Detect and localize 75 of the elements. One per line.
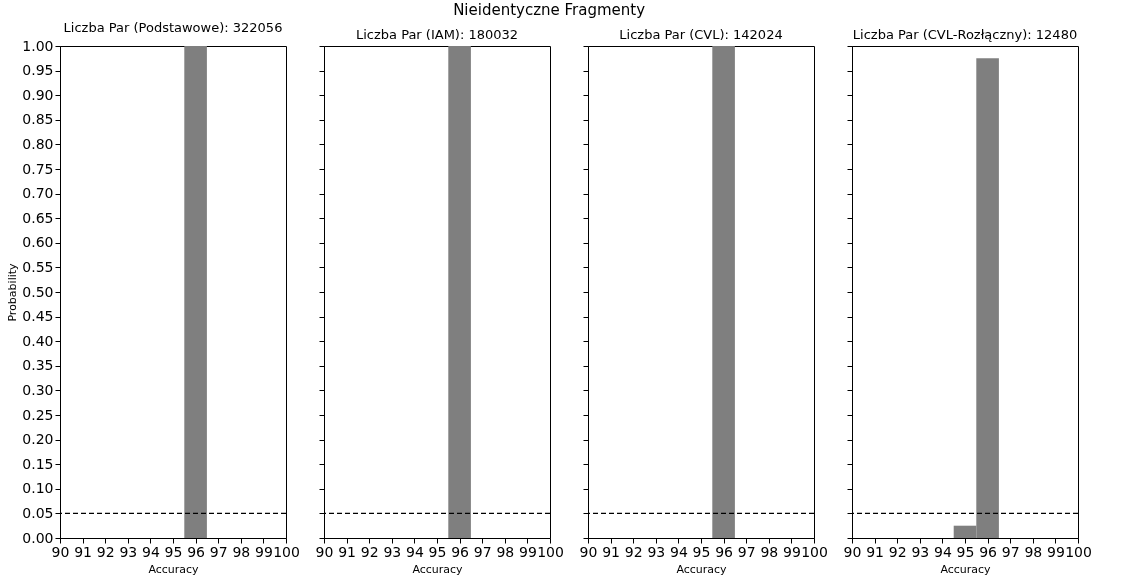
x-tick-label: 98: [1024, 543, 1043, 560]
x-tick-label: 93: [647, 543, 666, 560]
x-tick-label: 96: [187, 543, 206, 560]
chart-title: Liczba Par (CVL): 142024: [619, 26, 783, 42]
x-tick-label: 91: [338, 543, 357, 560]
y-tick-label: 0.10: [22, 480, 54, 497]
x-tick-label: 99: [782, 543, 801, 560]
y-tick-label: 0.20: [22, 431, 54, 448]
y-tick-label: 0.25: [22, 406, 54, 423]
x-tick-label: 97: [209, 543, 228, 560]
x-axis-title: Accuracy: [412, 562, 464, 576]
chart-title: Liczba Par (Podstawowe): 322056: [63, 20, 283, 35]
x-tick-label: 96: [979, 543, 998, 560]
x-tick-label: 90: [579, 543, 598, 560]
text: Nieidentyczne Fragmenty: [453, 0, 646, 19]
x-tick-label: 92: [624, 543, 643, 560]
x-tick-label: 91: [74, 543, 93, 560]
x-tick-label: 94: [669, 543, 688, 560]
x-tick-label: 94: [933, 543, 952, 560]
x-tick-label: 95: [956, 543, 975, 560]
y-tick-label: 0.30: [22, 381, 54, 398]
x-tick-label: 100: [1065, 543, 1092, 560]
x-tick-label: 93: [119, 543, 138, 560]
y-tick-label: 0.05: [22, 504, 54, 521]
y-tick-label: 0.35: [22, 357, 54, 374]
x-tick-label: 98: [496, 543, 515, 560]
y-tick-label: 0.80: [22, 135, 54, 152]
x-tick-label: 100: [273, 543, 300, 560]
x-tick-label: 99: [1046, 543, 1065, 560]
x-axis-title: Accuracy: [940, 562, 992, 576]
x-tick-label: 95: [428, 543, 447, 560]
x-tick-label: 92: [888, 543, 907, 560]
x-tick-label: 90: [843, 543, 862, 560]
x-tick-label: 90: [315, 543, 334, 560]
x-tick-label: 93: [383, 543, 402, 560]
y-tick-label: 0.00: [22, 529, 54, 546]
x-tick-label: 99: [254, 543, 273, 560]
x-tick-label: 92: [96, 543, 115, 560]
x-tick-label: 91: [602, 543, 621, 560]
x-tick-label: 100: [537, 543, 564, 560]
y-tick-label: 0.15: [22, 455, 54, 472]
x-tick-label: 96: [715, 543, 734, 560]
x-tick-label: 93: [911, 543, 930, 560]
y-tick-label: 0.70: [22, 185, 54, 202]
x-tick-label: 97: [737, 543, 756, 560]
y-tick-label: 0.55: [22, 258, 54, 275]
x-tick-label: 90: [51, 543, 70, 560]
x-tick-label: 94: [141, 543, 160, 560]
x-axis-title: Accuracy: [148, 562, 200, 576]
y-tick-label: 0.40: [22, 332, 54, 349]
chart-title: Liczba Par (IAM): 180032: [355, 26, 519, 42]
x-tick-label: 98: [760, 543, 779, 560]
x-tick-label: 91: [866, 543, 885, 560]
x-axis-title: Accuracy: [676, 562, 728, 576]
x-tick-label: 94: [405, 543, 424, 560]
y-axis-title: Probability: [6, 262, 20, 322]
y-tick-label: 0.65: [22, 209, 54, 226]
y-tick-label: 0.45: [22, 308, 54, 325]
y-tick-label: 0.85: [22, 111, 54, 128]
y-tick-label: 0.95: [22, 62, 54, 79]
x-tick-label: 97: [1001, 543, 1020, 560]
y-tick-label: 0.75: [22, 160, 54, 177]
x-tick-label: 98: [232, 543, 251, 560]
x-tick-label: 95: [164, 543, 183, 560]
y-tick-label: 0.50: [22, 283, 54, 300]
x-tick-label: 96: [451, 543, 470, 560]
y-tick-label: 1.00: [22, 37, 54, 54]
x-tick-label: 100: [801, 543, 828, 560]
y-tick-label: 0.90: [22, 86, 54, 103]
x-tick-label: 92: [360, 543, 379, 560]
chart-title: Liczba Par (CVL-Rozłączny): 12480: [852, 26, 1078, 42]
x-tick-label: 95: [692, 543, 711, 560]
x-tick-label: 99: [518, 543, 537, 560]
y-tick-label: 0.60: [22, 234, 54, 251]
x-tick-label: 97: [473, 543, 492, 560]
